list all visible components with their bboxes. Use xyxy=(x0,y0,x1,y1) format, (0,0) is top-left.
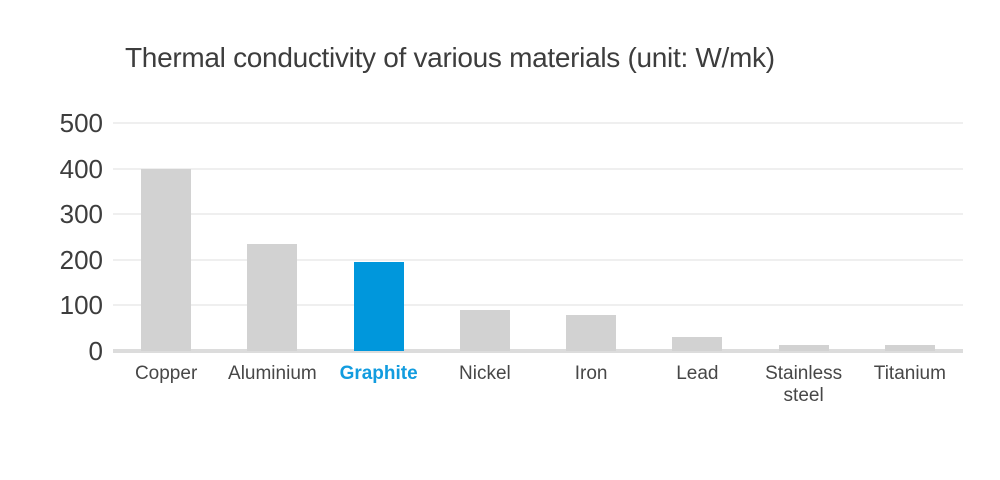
gridline-300 xyxy=(113,213,963,216)
x-axis-label-copper: Copper xyxy=(134,363,198,384)
y-axis-tick-label-500: 500 xyxy=(59,108,103,138)
plot-area xyxy=(113,122,963,353)
y-axis-tick-label-200: 200 xyxy=(59,244,103,275)
x-axis-label-aluminium: Aluminium xyxy=(228,363,317,384)
x-axis-baseline xyxy=(113,349,963,353)
gridline-100 xyxy=(113,304,963,307)
x-axis-label-iron: Iron xyxy=(574,363,608,384)
chart-title: Thermal conductivity of various material… xyxy=(125,42,775,73)
bar-nickel xyxy=(459,309,510,351)
gridline-500 xyxy=(113,122,963,124)
bar-graphite xyxy=(353,262,404,351)
y-axis-tick-label-0: 0 xyxy=(88,336,103,366)
gridline-200 xyxy=(113,258,963,261)
x-axis-label-lead: Lead xyxy=(676,363,719,384)
y-axis-tick-label-400: 400 xyxy=(59,153,103,184)
x-axis-label-titanium: Titanium xyxy=(873,363,946,384)
x-axis-label-graphite: Graphite xyxy=(339,363,418,384)
x-axis: Copper Aluminium Graphite Nickel Iron Lead Sta… xyxy=(113,363,963,423)
gridline-400 xyxy=(113,167,963,170)
x-axis-label-nickel: Nickel xyxy=(459,363,511,384)
bar-aluminium xyxy=(247,243,298,351)
bar-titanium xyxy=(884,344,935,351)
bar-stainless-steel xyxy=(778,344,829,351)
y-axis-tick-label-300: 300 xyxy=(59,199,103,230)
x-axis-label-stainless-steel: Stainless steel xyxy=(765,363,843,406)
y-axis-tick-label-100: 100 xyxy=(59,290,103,321)
bar-iron xyxy=(566,314,617,351)
bar-copper xyxy=(141,168,192,351)
y-axis: 0 100 200 300 400 500 xyxy=(0,109,103,365)
bar-lead xyxy=(672,337,723,351)
